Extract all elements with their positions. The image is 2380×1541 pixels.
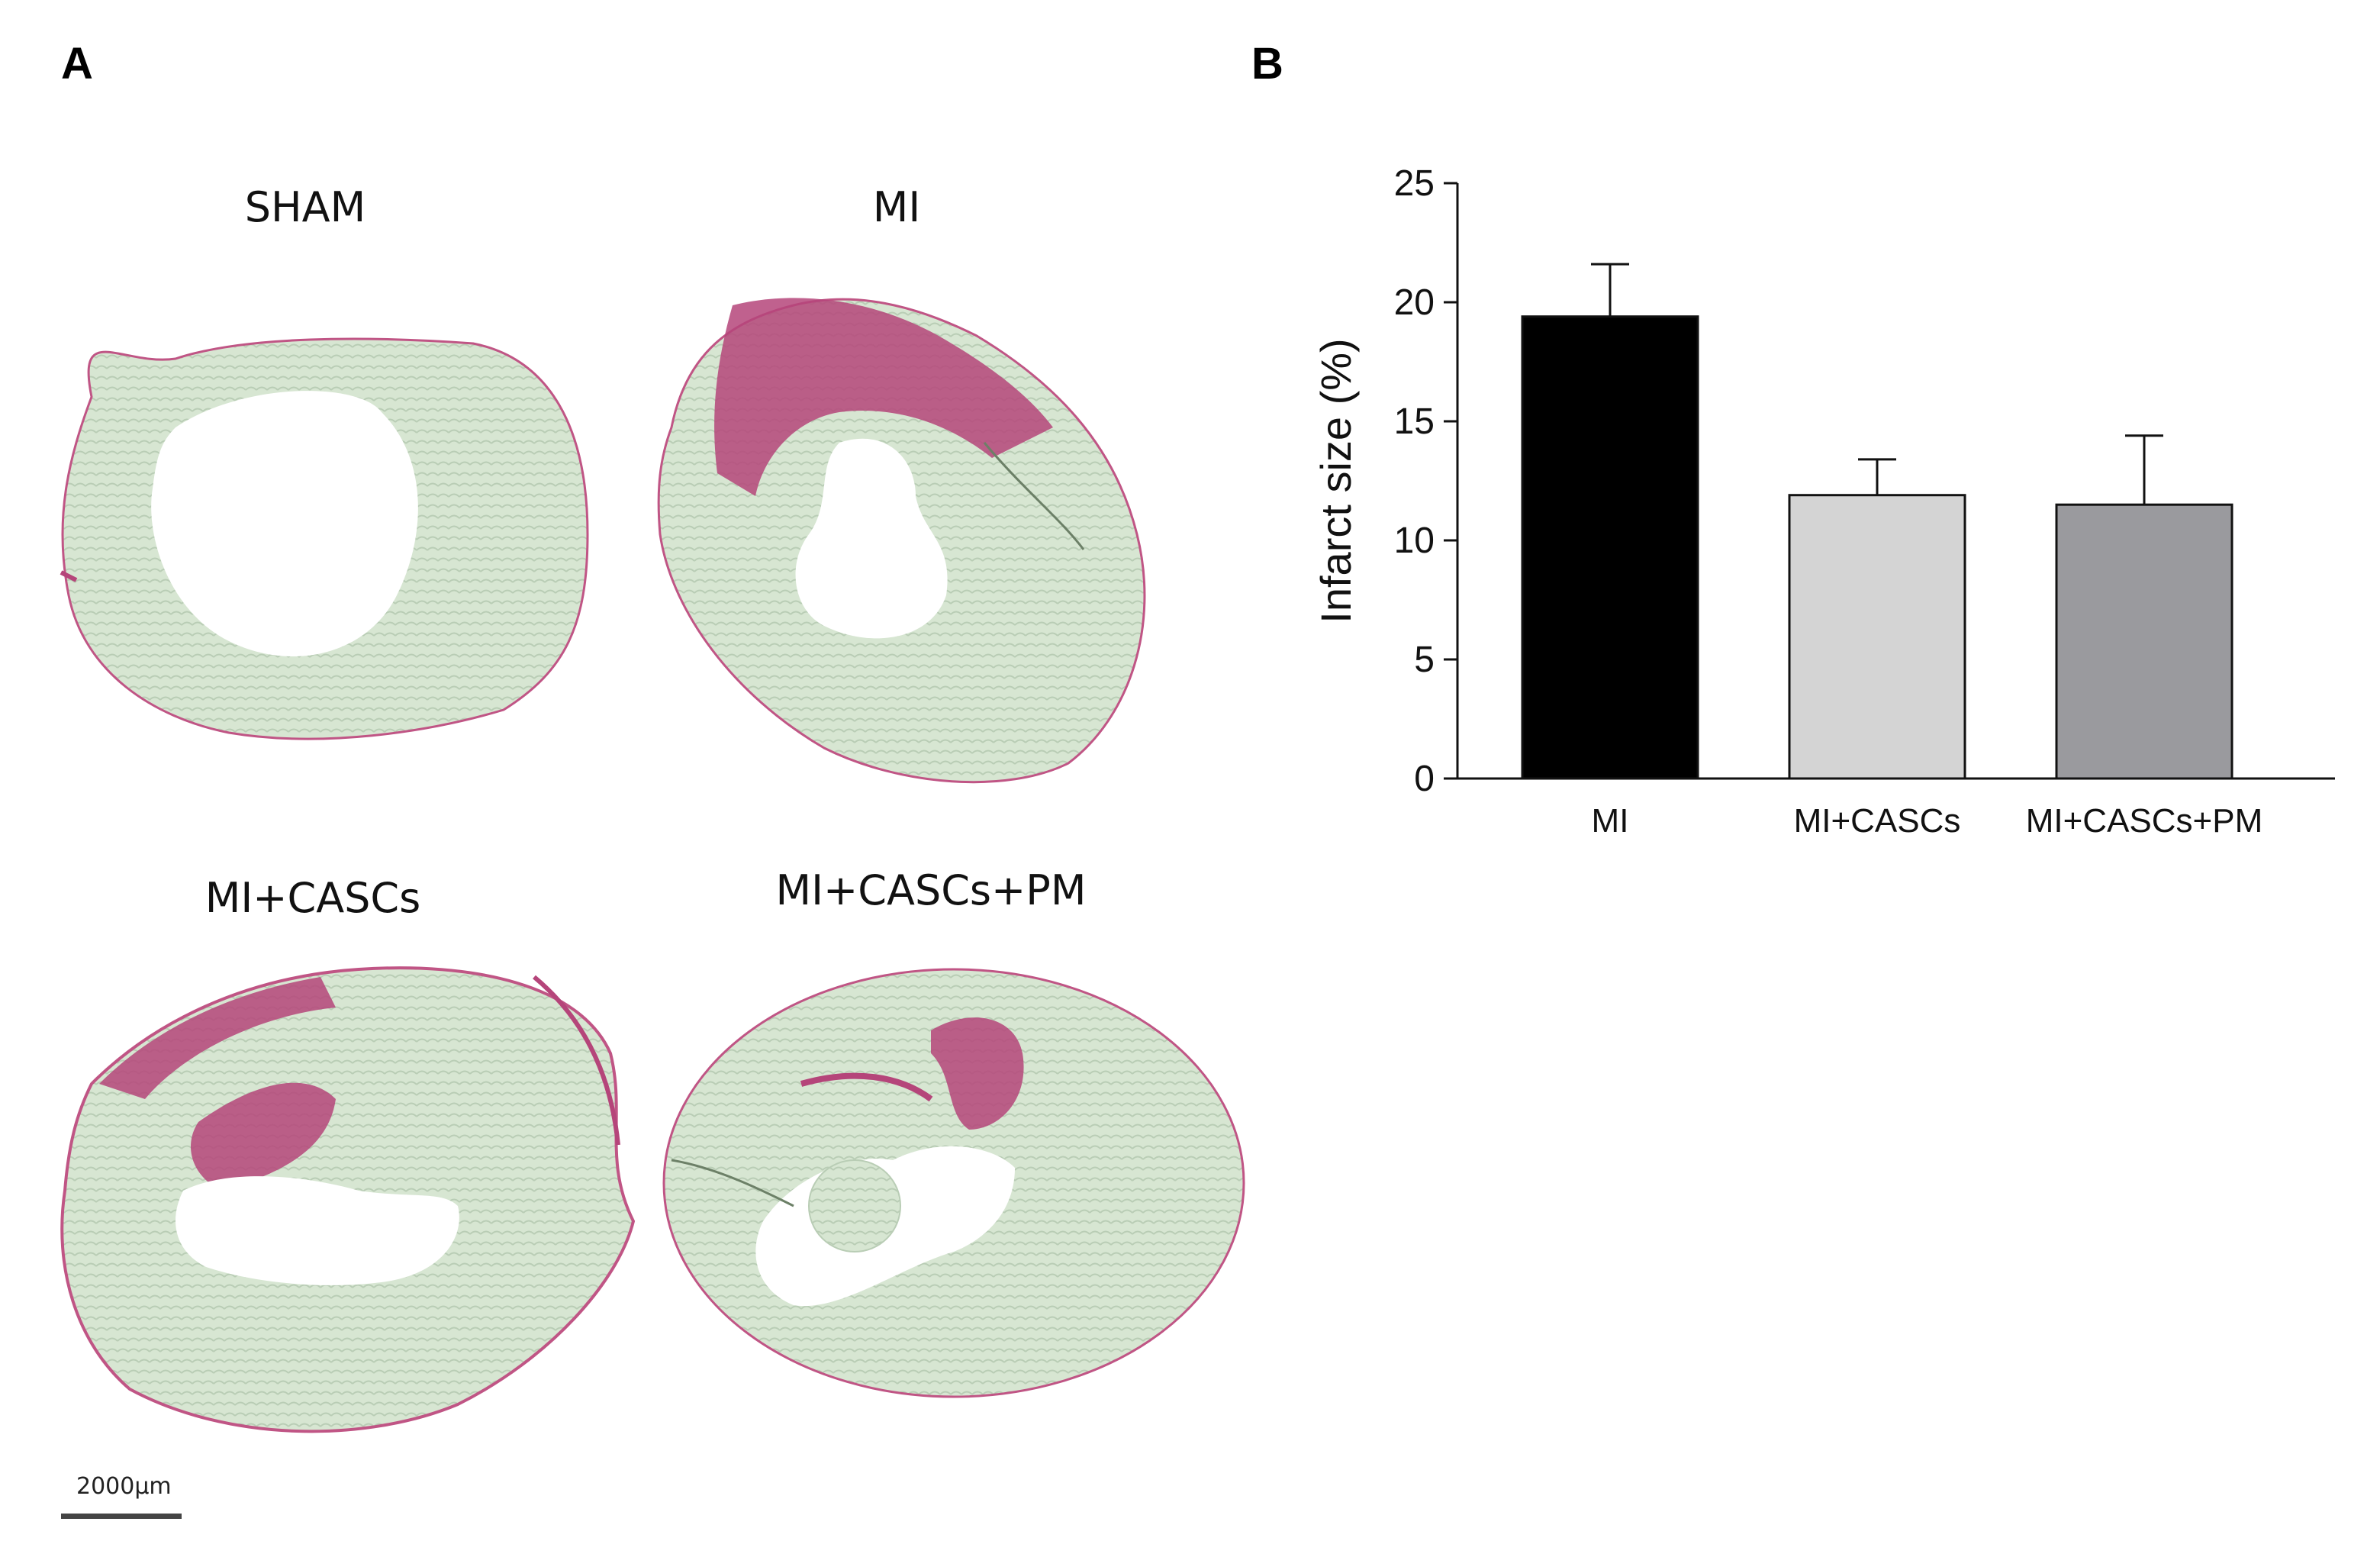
y-tick-label: 25 — [1394, 163, 1435, 204]
panel-letter-b: B — [1251, 39, 1283, 89]
y-tick-label: 0 — [1414, 759, 1435, 799]
panel-letter-a: A — [61, 39, 93, 89]
y-tick-label: 20 — [1394, 282, 1435, 323]
heart-section-mi-cascs-pm — [662, 968, 1245, 1398]
x-tick-label: MI+CASCs — [1794, 802, 1961, 840]
image-label-sham: SHAM — [244, 183, 366, 231]
heart-section-mi — [657, 298, 1146, 784]
bar-mi-cascs-pm — [2055, 503, 2233, 780]
infarct-size-chart: 0 5 10 15 20 25 Infarct size (%) MI MI+CASCs MI+C… — [1312, 163, 2335, 840]
bar-mi — [1521, 315, 1699, 780]
image-label-mi: MI — [872, 183, 921, 231]
y-tick-label: 10 — [1394, 521, 1435, 561]
heart-section-sham — [60, 337, 589, 740]
heart-section-mi-cascs — [60, 966, 636, 1433]
histology-panel: SHAM MI MI+CASCs MI+CASCs+PM — [60, 183, 1245, 1519]
heart-sections-svg — [60, 298, 1245, 1433]
x-tick-label: MI+CASCs+PM — [2026, 802, 2263, 840]
image-label-mi-cascs-pm: MI+CASCs+PM — [775, 866, 1087, 914]
scalebar-label: 2000µm — [76, 1473, 172, 1500]
x-tick-label: MI — [1592, 802, 1629, 840]
image-label-mi-cascs: MI+CASCs — [205, 874, 421, 922]
y-tick-label: 5 — [1414, 640, 1435, 680]
y-tick-label: 15 — [1394, 401, 1435, 442]
scalebar — [61, 1514, 182, 1519]
bar-mi-cascs — [1788, 494, 1966, 780]
y-axis-title: Infarct size (%) — [1312, 338, 1360, 623]
